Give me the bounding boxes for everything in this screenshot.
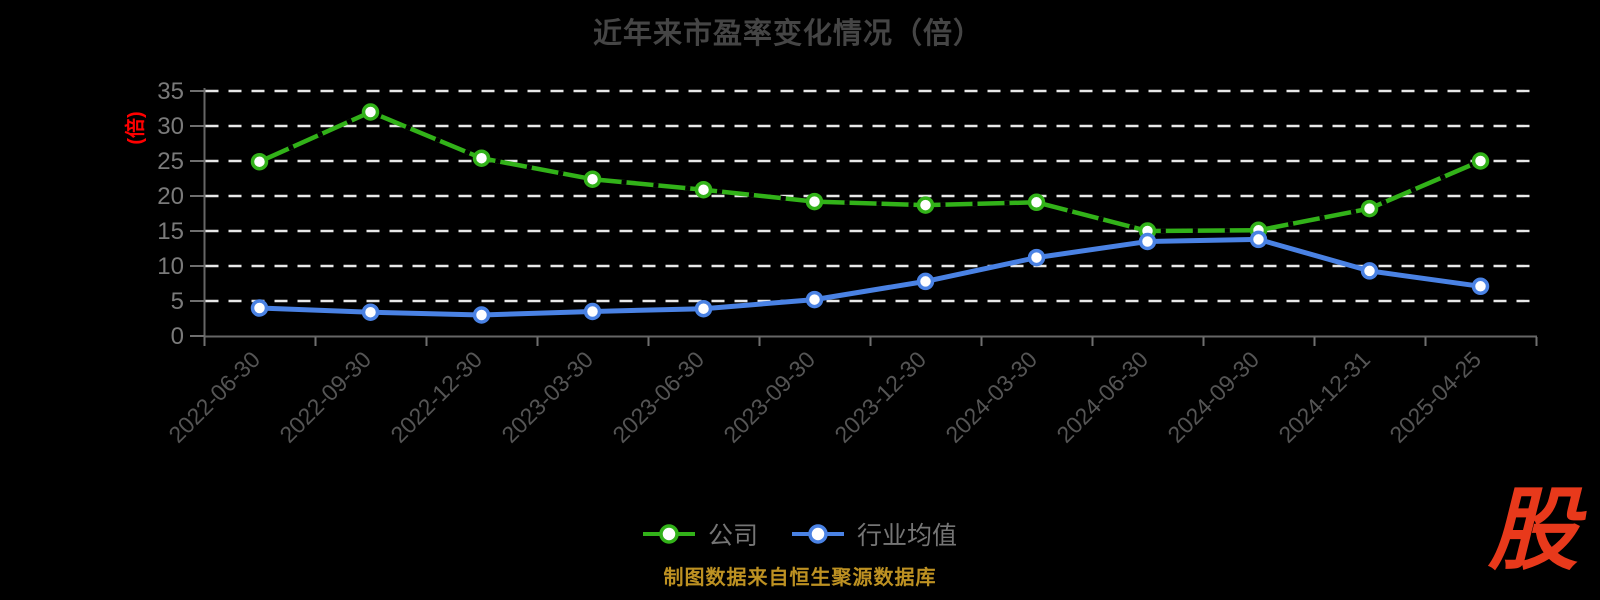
data-point-company — [916, 196, 935, 214]
x-axis-date-label: 2024-03-30 — [940, 346, 1042, 448]
data-point-industry — [361, 303, 380, 321]
data-point-industry — [916, 272, 935, 291]
data-point-industry — [694, 299, 713, 318]
stock-site-logo: 股 — [1488, 481, 1578, 581]
y-axis-tick-label: 5 — [171, 288, 184, 315]
chart-title: 近年来市盈率变化情况（倍） — [592, 18, 983, 50]
y-axis-tick-label: 10 — [157, 253, 184, 280]
line-chart-plot-area: 0 5 10 15 20 25 30 35 2022-06-30 2022-09-30 2022-1… — [123, 78, 1538, 448]
series-line-company — [257, 109, 1483, 234]
y-axis-unit-label: (倍) — [123, 111, 147, 144]
data-point-industry — [1249, 230, 1268, 249]
x-axis-date-label: 2023-09-30 — [718, 346, 820, 448]
data-point-company — [361, 103, 380, 121]
x-axis-date-label: 2023-12-30 — [829, 346, 931, 448]
data-point-industry — [472, 306, 491, 324]
data-point-company — [1027, 193, 1046, 212]
data-point-industry — [250, 299, 269, 317]
series-line-industry — [257, 236, 1483, 318]
x-axis-date-label: 2023-06-30 — [607, 346, 709, 448]
data-point-industry — [805, 290, 824, 309]
x-axis-date-label: 2024-09-30 — [1162, 346, 1264, 448]
y-axis-tick-label: 25 — [157, 148, 184, 175]
company-series-marker-icon — [642, 524, 695, 544]
x-axis-date-label: 2023-03-30 — [496, 346, 598, 448]
y-axis-tick-label: 20 — [157, 183, 184, 210]
data-point-industry — [1027, 248, 1046, 267]
y-axis-tick-label: 35 — [157, 78, 184, 105]
data-point-company — [805, 192, 824, 211]
industry-series-marker-icon — [792, 524, 844, 544]
x-axis-date-label: 2024-12-31 — [1273, 346, 1375, 448]
x-axis-date-label: 2024-06-30 — [1051, 346, 1153, 448]
data-point-company — [583, 170, 602, 188]
y-axis-tick-label: 0 — [171, 323, 184, 350]
data-point-company — [1471, 152, 1490, 170]
data-point-company — [694, 180, 713, 199]
data-point-industry — [1360, 262, 1379, 280]
data-point-company — [1360, 199, 1379, 218]
y-axis-tick-label: 30 — [157, 113, 184, 140]
legend-item-company[interactable]: 公司 — [642, 516, 758, 552]
data-point-industry — [1471, 277, 1490, 296]
x-axis-date-label: 2022-09-30 — [274, 346, 376, 448]
x-axis-date-label: 2022-12-30 — [385, 346, 487, 448]
data-source-note: 制图数据来自恒生聚源数据库 — [663, 567, 937, 589]
data-point-industry — [1138, 232, 1157, 251]
x-axis-date-label: 2025-04-25 — [1384, 346, 1486, 448]
data-point-company — [472, 149, 491, 167]
data-point-company — [250, 152, 269, 171]
legend-label-company: 公司 — [707, 522, 758, 550]
series-line-company-dash-overlay — [258, 109, 1482, 234]
x-axis-date-label: 2022-06-30 — [163, 346, 265, 448]
legend-label-industry-average: 行业均值 — [857, 522, 958, 550]
chart-legend: 公司 行业均值 — [0, 516, 1600, 552]
data-point-industry — [583, 302, 602, 321]
legend-item-industry-average[interactable]: 行业均值 — [792, 516, 957, 552]
y-axis-tick-label: 15 — [157, 218, 184, 245]
